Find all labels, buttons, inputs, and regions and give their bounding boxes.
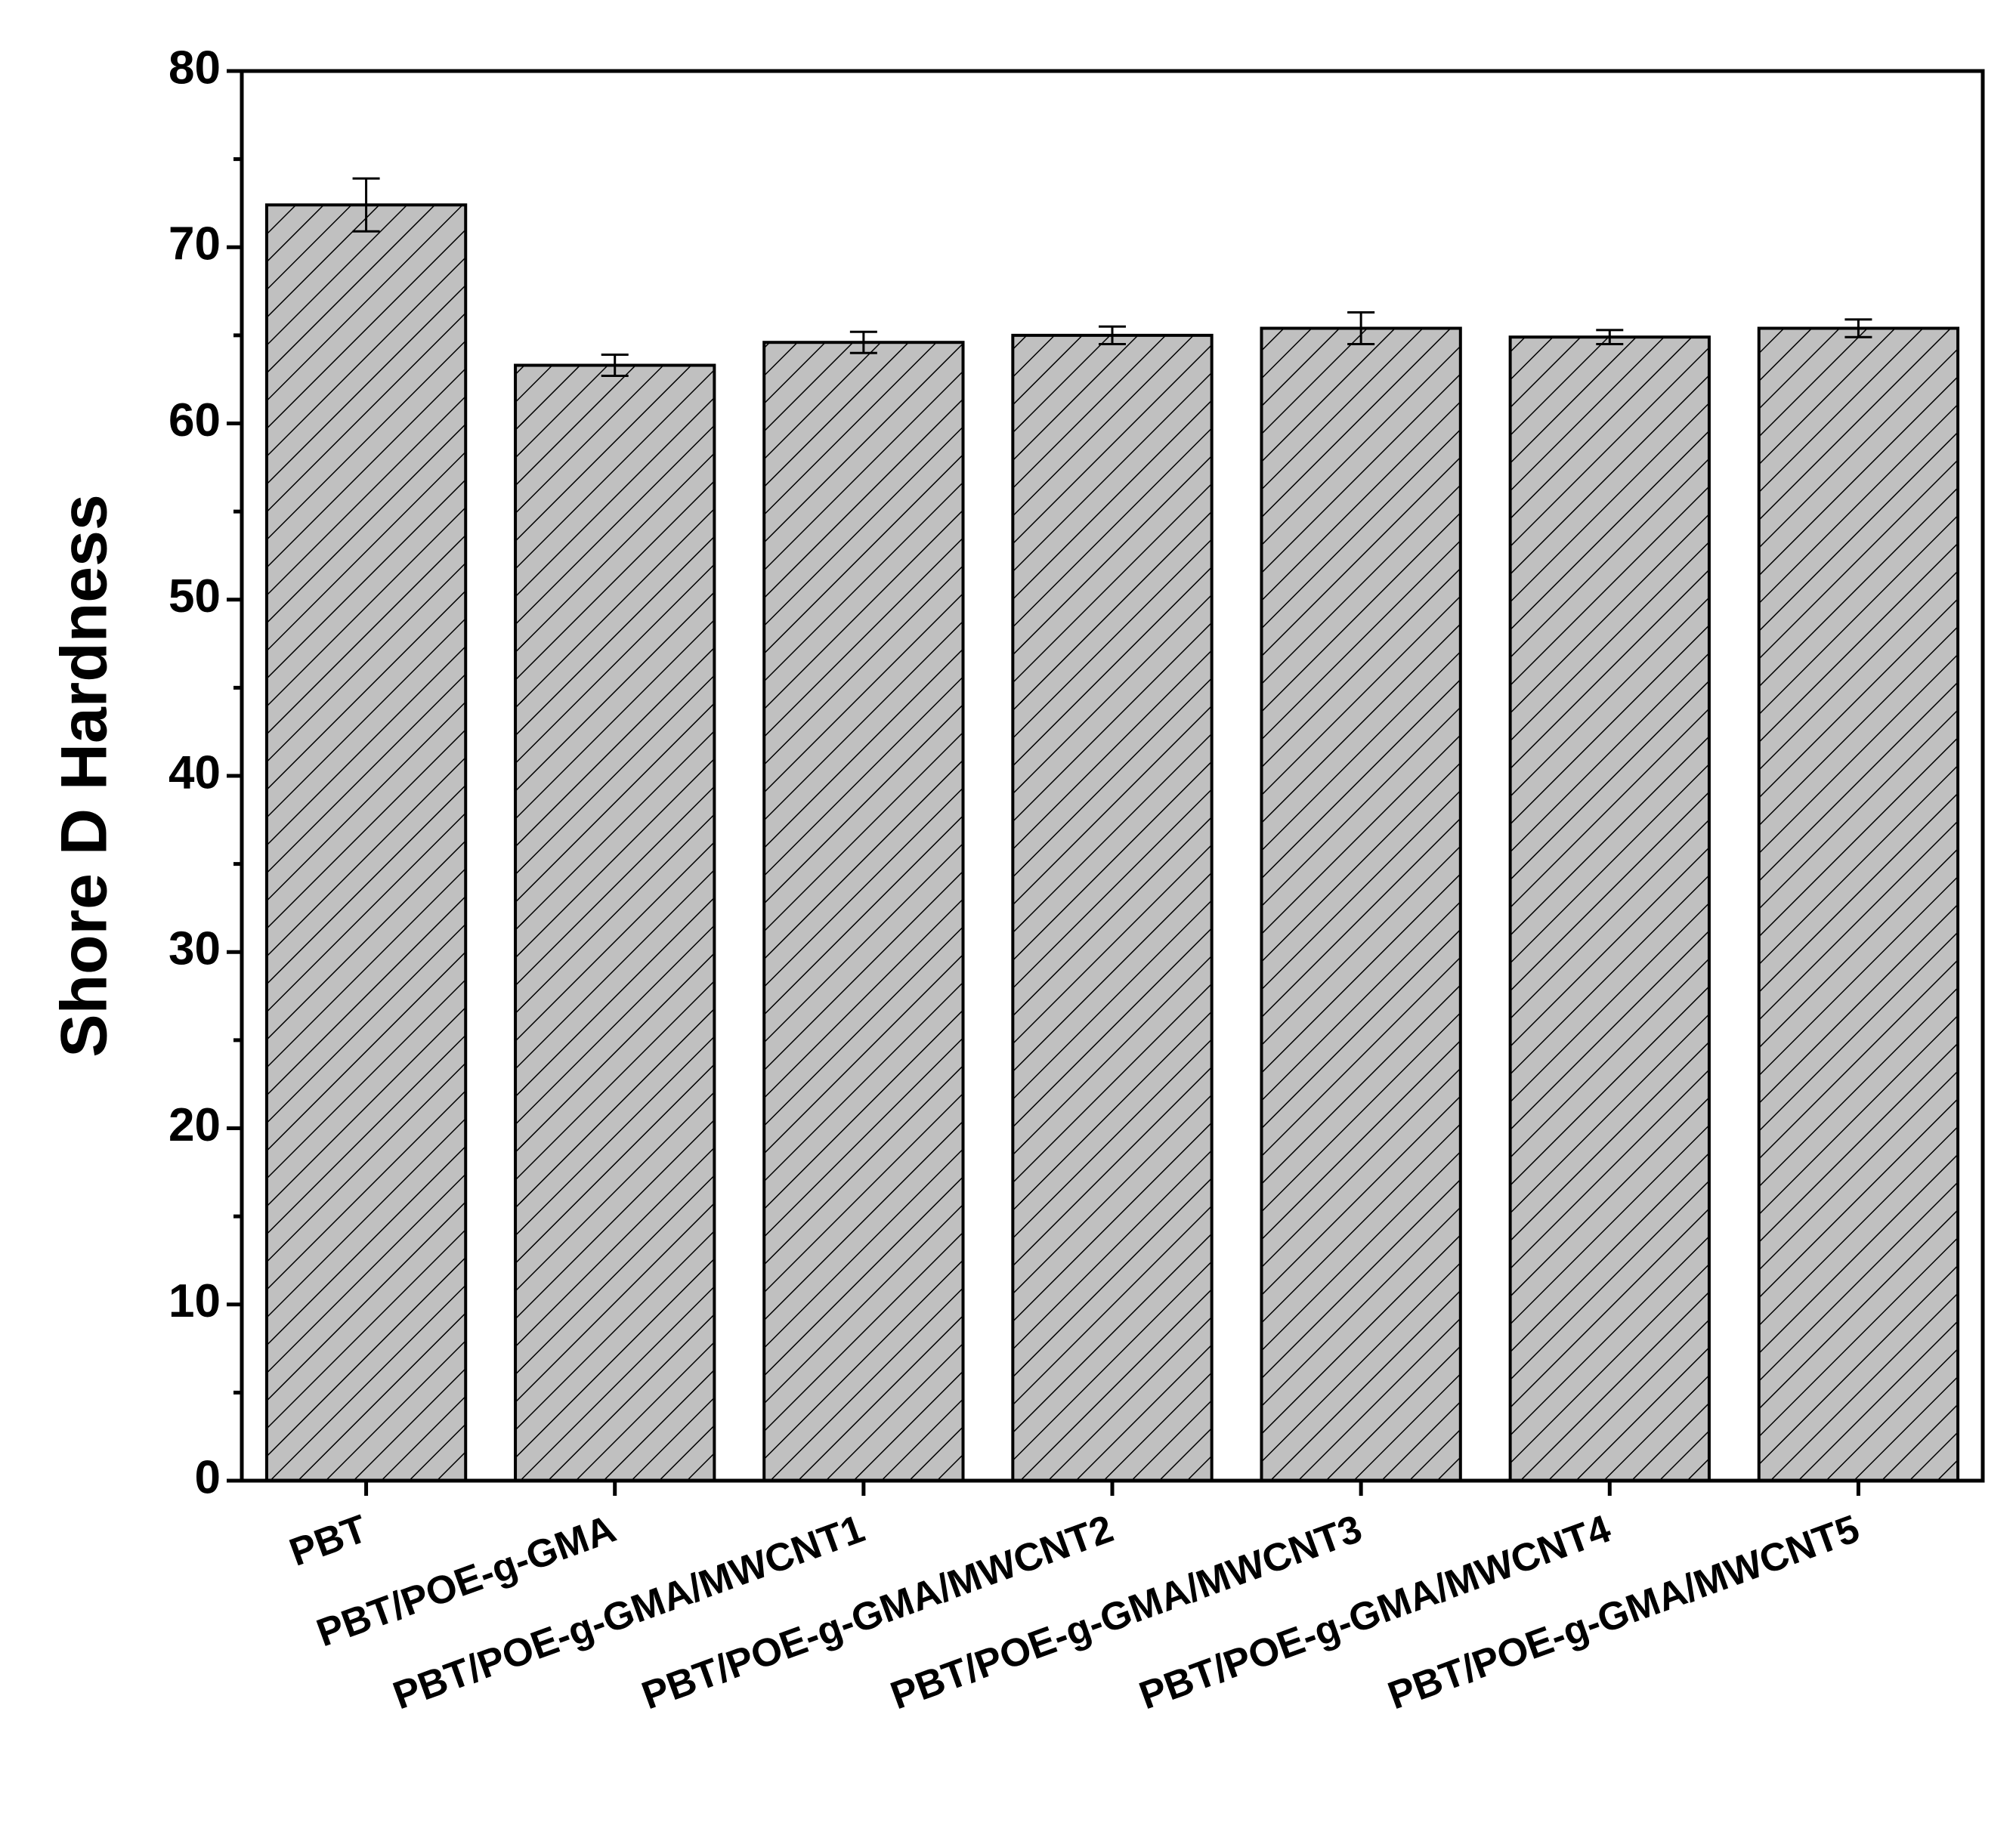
y-tick-label: 60 <box>169 394 221 446</box>
x-tick-label: PBT/POE-g-GMA/MWCNT3 <box>885 1507 1368 1719</box>
error-bar <box>1099 325 1126 346</box>
y-tick-label: 40 <box>169 746 221 799</box>
y-tick-label: 20 <box>169 1099 221 1151</box>
y-tick-label: 0 <box>195 1451 221 1503</box>
plot-frame <box>240 69 1985 1483</box>
bar <box>1757 326 1960 1482</box>
x-tick-label: PBT/POE-g-GMA/MWCNT1 <box>388 1507 870 1719</box>
y-tick-label: 50 <box>169 570 221 622</box>
x-tick-label: PBT/POE-g-GMA/MWCNT2 <box>636 1507 1119 1719</box>
x-tick-label: PBT/POE-g-GMA/MWCNT4 <box>1133 1507 1616 1719</box>
error-bar <box>352 177 380 233</box>
bar <box>762 341 965 1483</box>
error-bar <box>1347 311 1375 346</box>
y-tick-label: 80 <box>169 42 221 94</box>
x-tick-label: PBT <box>284 1507 373 1575</box>
y-axis-title: Shore D Hardness <box>48 494 121 1058</box>
y-tick-label: 70 <box>169 218 221 270</box>
y-tick-label: 10 <box>169 1275 221 1327</box>
bar <box>264 203 468 1482</box>
bar <box>514 363 716 1483</box>
bar <box>1508 335 1711 1482</box>
error-bar <box>601 354 629 378</box>
y-tick-label: 30 <box>169 923 221 975</box>
error-bar <box>849 330 877 354</box>
error-bar <box>1596 329 1624 346</box>
bar <box>1260 326 1462 1482</box>
bar <box>1011 333 1214 1482</box>
x-tick-label: PBT/POE-g-GMA/MWCNT5 <box>1383 1507 1866 1719</box>
error-bar <box>1844 318 1872 338</box>
